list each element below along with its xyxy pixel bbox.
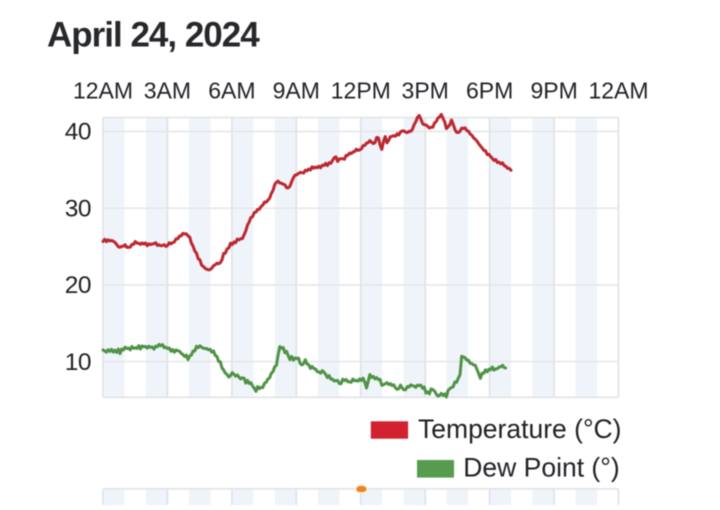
svg-text:12AM: 12AM — [73, 78, 133, 104]
svg-text:9PM: 9PM — [530, 78, 577, 104]
svg-text:3PM: 3PM — [402, 78, 449, 104]
svg-text:12PM: 12PM — [331, 78, 391, 104]
svg-text:April 24, 2024: April 24, 2024 — [47, 16, 260, 55]
svg-text:6PM: 6PM — [466, 78, 513, 104]
svg-text:10: 10 — [65, 349, 91, 376]
svg-text:30: 30 — [65, 195, 91, 222]
svg-text:12AM: 12AM — [588, 78, 648, 104]
svg-text:20: 20 — [65, 272, 91, 299]
svg-text:Temperature (°C): Temperature (°C) — [418, 414, 622, 444]
svg-text:40: 40 — [65, 119, 91, 146]
svg-text:3AM: 3AM — [144, 78, 191, 104]
svg-text:Dew Point (°): Dew Point (°) — [463, 453, 619, 483]
svg-text:9AM: 9AM — [273, 78, 320, 104]
svg-text:6AM: 6AM — [208, 78, 255, 104]
